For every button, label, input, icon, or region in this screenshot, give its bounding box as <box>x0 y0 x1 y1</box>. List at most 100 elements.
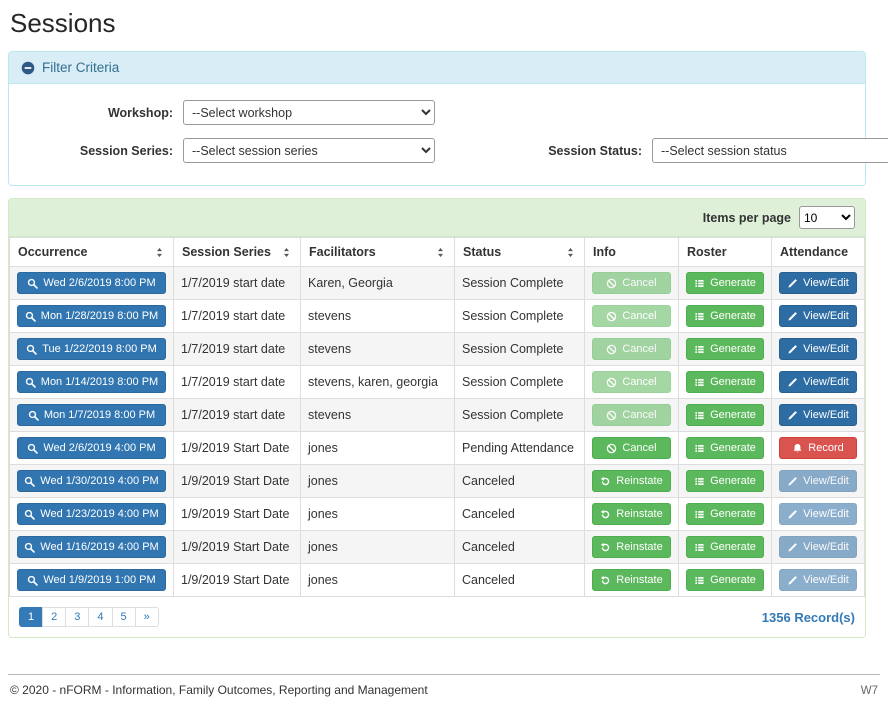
info-cell: Cancel <box>585 333 679 366</box>
generate-roster-button[interactable]: Generate <box>686 305 764 327</box>
reinstate-button[interactable]: Reinstate <box>592 536 671 558</box>
next-pages-button[interactable]: » <box>135 607 159 627</box>
page-button-2[interactable]: 2 <box>42 607 66 627</box>
cancel-label: Cancel <box>622 442 656 454</box>
session-status-select[interactable]: --Select session status <box>652 138 888 163</box>
table-row: Tue 1/22/2019 8:00 PM 1/7/2019 start dat… <box>10 333 865 366</box>
generate-roster-button[interactable]: Generate <box>686 371 764 393</box>
generate-roster-button[interactable]: Generate <box>686 503 764 525</box>
session-series-label: Session Series: <box>23 144 183 158</box>
reinstate-button[interactable]: Reinstate <box>592 503 671 525</box>
pencil-icon <box>787 377 798 388</box>
filter-panel-title: Filter Criteria <box>42 60 119 75</box>
filter-panel-header[interactable]: Filter Criteria <box>9 52 865 84</box>
occurrence-detail-button[interactable]: Wed 1/23/2019 4:00 PM <box>17 503 166 525</box>
facilitators-cell: stevens, karen, georgia <box>301 366 455 399</box>
view-edit-label: View/Edit <box>803 376 849 388</box>
occurrence-detail-button[interactable]: Wed 1/16/2019 4:00 PM <box>17 536 166 558</box>
cancel-label: Cancel <box>622 277 656 289</box>
view-edit-attendance-button[interactable]: View/Edit <box>779 536 857 558</box>
pencil-icon <box>787 509 798 520</box>
filter-panel: Filter Criteria Workshop: --Select works… <box>8 51 866 186</box>
generate-roster-button[interactable]: Generate <box>686 569 764 591</box>
cancel-button[interactable]: Cancel <box>592 371 671 393</box>
items-per-page-select[interactable]: 10 <box>799 206 855 229</box>
session-series-cell: 1/9/2019 Start Date <box>174 465 301 498</box>
generate-label: Generate <box>710 508 756 520</box>
generate-roster-button[interactable]: Generate <box>686 338 764 360</box>
view-edit-label: View/Edit <box>803 574 849 586</box>
attendance-cell: View/Edit <box>772 366 865 399</box>
cancel-button[interactable]: Cancel <box>592 437 671 459</box>
cancel-button[interactable]: Cancel <box>592 305 671 327</box>
info-cell: Reinstate <box>585 465 679 498</box>
list-icon <box>694 443 705 454</box>
page-button-4[interactable]: 4 <box>88 607 112 627</box>
pencil-icon <box>787 410 798 421</box>
view-edit-attendance-button[interactable]: View/Edit <box>779 338 857 360</box>
attendance-cell: View/Edit <box>772 267 865 300</box>
results-panel: Items per page 10 Occurrence Session Ser… <box>8 198 866 638</box>
view-edit-attendance-button[interactable]: View/Edit <box>779 470 857 492</box>
page-link: » <box>144 611 150 623</box>
generate-roster-button[interactable]: Generate <box>686 272 764 294</box>
generate-label: Generate <box>710 277 756 289</box>
occurrence-detail-button[interactable]: Tue 1/22/2019 8:00 PM <box>17 338 166 360</box>
generate-roster-button[interactable]: Generate <box>686 437 764 459</box>
session-status-label: Session Status: <box>497 144 652 158</box>
generate-label: Generate <box>710 409 756 421</box>
table-row: Wed 1/30/2019 4:00 PM 1/9/2019 Start Dat… <box>10 465 865 498</box>
occurrence-detail-button[interactable]: Mon 1/28/2019 8:00 PM <box>17 305 166 327</box>
occurrence-label: Mon 1/14/2019 8:00 PM <box>41 376 158 388</box>
occurrence-detail-button[interactable]: Wed 1/30/2019 4:00 PM <box>17 470 166 492</box>
page-link: 3 <box>74 611 80 623</box>
view-edit-attendance-button[interactable]: View/Edit <box>779 503 857 525</box>
workshop-field: Workshop: --Select workshop <box>23 100 435 125</box>
page-button-5[interactable]: 5 <box>112 607 136 627</box>
occurrence-cell: Wed 1/23/2019 4:00 PM <box>10 498 174 531</box>
ban-icon <box>606 410 617 421</box>
column-header-occurrence[interactable]: Occurrence <box>10 238 174 267</box>
view-edit-attendance-button[interactable]: View/Edit <box>779 272 857 294</box>
page-button-3[interactable]: 3 <box>65 607 89 627</box>
cancel-button[interactable]: Cancel <box>592 404 671 426</box>
cancel-button[interactable]: Cancel <box>592 338 671 360</box>
occurrence-detail-button[interactable]: Wed 2/6/2019 8:00 PM <box>17 272 166 294</box>
occurrence-detail-button[interactable]: Mon 1/14/2019 8:00 PM <box>17 371 166 393</box>
roster-cell: Generate <box>679 432 772 465</box>
view-edit-attendance-button[interactable]: View/Edit <box>779 371 857 393</box>
occurrence-detail-button[interactable]: Wed 1/9/2019 1:00 PM <box>17 569 166 591</box>
reinstate-button[interactable]: Reinstate <box>592 470 671 492</box>
page-button-1[interactable]: 1 <box>19 607 43 627</box>
info-cell: Reinstate <box>585 531 679 564</box>
generate-roster-button[interactable]: Generate <box>686 470 764 492</box>
column-header-facilitators[interactable]: Facilitators <box>301 238 455 267</box>
view-edit-attendance-button[interactable]: View/Edit <box>779 569 857 591</box>
workshop-select[interactable]: --Select workshop <box>183 100 435 125</box>
view-edit-attendance-button[interactable]: View/Edit <box>779 404 857 426</box>
column-header-status[interactable]: Status <box>455 238 585 267</box>
occurrence-detail-button[interactable]: Wed 2/6/2019 4:00 PM <box>17 437 166 459</box>
occurrence-label: Wed 2/6/2019 8:00 PM <box>43 277 155 289</box>
main-content: Sessions Filter Criteria Workshop: --Sel… <box>8 8 866 638</box>
cancel-button[interactable]: Cancel <box>592 272 671 294</box>
record-attendance-button[interactable]: Record <box>779 437 857 459</box>
minus-circle-icon[interactable] <box>21 61 35 75</box>
status-cell: Session Complete <box>455 366 585 399</box>
ban-icon <box>606 443 617 454</box>
column-header-session-series[interactable]: Session Series <box>174 238 301 267</box>
roster-cell: Generate <box>679 399 772 432</box>
generate-roster-button[interactable]: Generate <box>686 536 764 558</box>
status-cell: Session Complete <box>455 333 585 366</box>
generate-label: Generate <box>710 574 756 586</box>
column-label: Roster <box>687 245 727 259</box>
reinstate-button[interactable]: Reinstate <box>592 569 671 591</box>
generate-roster-button[interactable]: Generate <box>686 404 764 426</box>
session-series-cell: 1/9/2019 Start Date <box>174 564 301 597</box>
session-series-select[interactable]: --Select session series <box>183 138 435 163</box>
attendance-cell: View/Edit <box>772 399 865 432</box>
facilitators-cell: jones <box>301 465 455 498</box>
occurrence-detail-button[interactable]: Mon 1/7/2019 8:00 PM <box>17 404 166 426</box>
view-edit-attendance-button[interactable]: View/Edit <box>779 305 857 327</box>
column-label: Attendance <box>780 245 848 259</box>
